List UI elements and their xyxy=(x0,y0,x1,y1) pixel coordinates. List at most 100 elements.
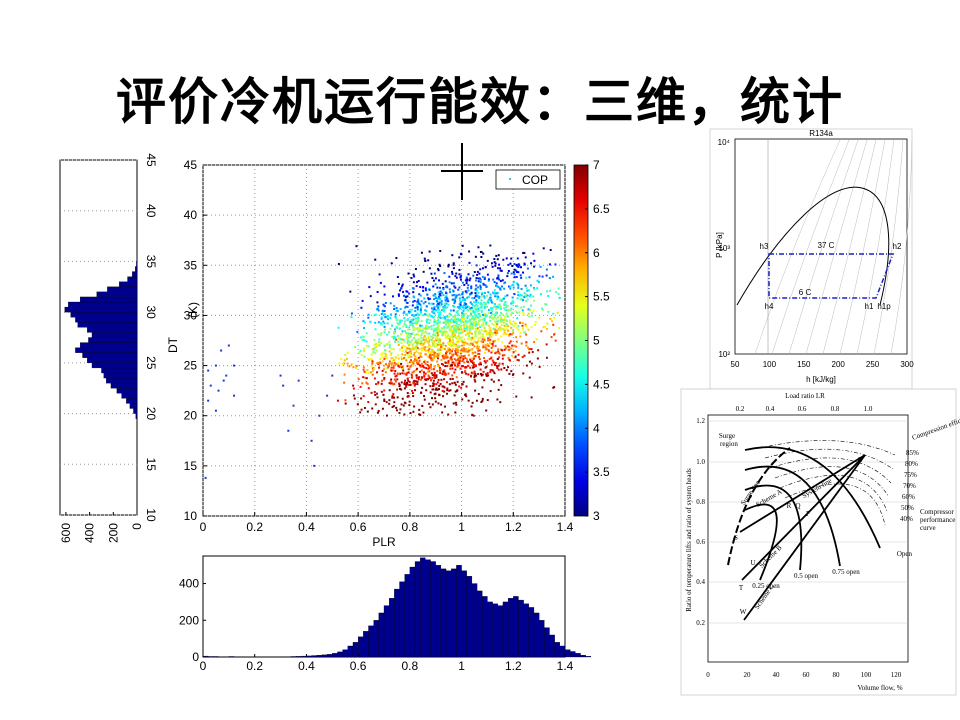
scatter-point xyxy=(377,363,380,366)
scatter-point xyxy=(444,330,447,333)
scatter-point xyxy=(381,407,384,410)
compressor-vane-label: Open xyxy=(897,550,913,558)
scatter-point xyxy=(498,328,501,331)
scatter-point xyxy=(452,267,455,270)
scatter-point xyxy=(397,373,400,376)
scatter-point xyxy=(470,327,473,330)
scatter-point xyxy=(454,275,457,278)
scatter-point xyxy=(497,351,500,354)
plr-histogram-bar xyxy=(373,620,379,658)
scatter-point xyxy=(461,339,464,342)
scatter-point xyxy=(391,324,394,327)
scatter-point xyxy=(394,315,397,318)
scatter-point xyxy=(521,356,524,359)
scatter-point xyxy=(478,352,481,355)
scatter-point xyxy=(416,281,419,284)
scatter-point xyxy=(474,328,477,331)
scatter-point xyxy=(444,365,447,368)
plr-histogram-bar xyxy=(306,655,312,658)
scatter-point xyxy=(459,367,462,370)
compressor-left-tick-label: 1.2 xyxy=(696,417,705,425)
scatter-point xyxy=(447,263,450,266)
scatter-point xyxy=(497,254,500,257)
scatter-point xyxy=(378,341,381,344)
scatter-point xyxy=(395,374,398,377)
scatter-point xyxy=(404,353,407,356)
plr-histogram-bar xyxy=(378,612,385,658)
scatter-point xyxy=(214,364,217,367)
scatter-point xyxy=(362,376,365,379)
scatter-point xyxy=(492,370,495,373)
scatter-point xyxy=(451,374,454,377)
scatter-point xyxy=(377,343,380,346)
scatter-point xyxy=(399,372,402,375)
scatter-point xyxy=(432,388,435,391)
scatter-point xyxy=(508,345,511,348)
scatter-points xyxy=(204,244,561,479)
colorbar-tick-label: 6 xyxy=(593,246,600,260)
scatter-point xyxy=(392,366,395,369)
scatter-point xyxy=(478,315,481,318)
scatter-point xyxy=(527,312,530,315)
scatter-point xyxy=(499,269,502,272)
scatter-point xyxy=(420,369,423,372)
scatter-point xyxy=(477,280,480,283)
scatter-point xyxy=(409,322,412,325)
scatter-point xyxy=(558,327,561,330)
scatter-point xyxy=(403,357,406,360)
scatter-point xyxy=(557,292,560,295)
scatter-point xyxy=(454,383,457,386)
scatter-point xyxy=(483,277,486,280)
compressor-bottom-tick-label: 20 xyxy=(744,671,752,679)
scatter-point xyxy=(433,371,436,374)
scatter-point xyxy=(487,374,490,377)
scatter-point xyxy=(405,325,408,328)
scatter-point xyxy=(467,308,470,311)
scatter-point xyxy=(489,244,492,247)
plr-histogram-bar xyxy=(549,634,555,658)
scatter-point xyxy=(439,371,442,374)
scatter-point xyxy=(503,287,506,290)
scatter-point xyxy=(499,299,502,302)
scatter-point xyxy=(429,314,432,317)
scatter-point xyxy=(461,356,464,359)
scatter-point xyxy=(473,296,476,299)
scatter-point xyxy=(448,281,451,284)
scatter-point xyxy=(515,263,518,266)
compressor-efficiency-contour xyxy=(759,440,896,456)
scatter-point xyxy=(485,409,488,412)
scatter-point xyxy=(388,382,391,385)
scatter-point xyxy=(480,310,483,313)
scatter-point xyxy=(558,296,561,299)
scatter-point xyxy=(520,294,523,297)
scatter-point xyxy=(468,250,471,253)
scatter-point xyxy=(406,335,409,338)
ph-x-label: h [kJ/kg] xyxy=(806,375,836,384)
dt-histogram-bar xyxy=(87,357,138,364)
scatter-point xyxy=(483,295,486,298)
scatter-point xyxy=(453,344,456,347)
scatter-point xyxy=(445,315,448,318)
scatter-point xyxy=(425,310,428,313)
scatter-point xyxy=(492,327,495,330)
scatter-point xyxy=(485,374,488,377)
scatter-point xyxy=(396,378,399,381)
scatter-point xyxy=(428,377,431,380)
scatter-point xyxy=(528,315,531,318)
scatter-point xyxy=(450,334,453,337)
scatter-point xyxy=(517,286,520,289)
scatter-point xyxy=(455,276,458,279)
scatter-point xyxy=(513,268,516,271)
scatter-point xyxy=(392,335,395,338)
scatter-point xyxy=(407,368,410,371)
scatter-point xyxy=(404,345,407,348)
scatter-point xyxy=(412,362,415,365)
scatter-point xyxy=(474,313,477,316)
scatter-point xyxy=(361,299,364,302)
plr-histogram-bar xyxy=(301,655,307,658)
scatter-point xyxy=(469,301,472,304)
scatter-point xyxy=(422,338,425,341)
scatter-point xyxy=(388,399,391,402)
ph-label-h1: h1 xyxy=(865,302,874,311)
compressor-vane-curve xyxy=(744,484,803,571)
